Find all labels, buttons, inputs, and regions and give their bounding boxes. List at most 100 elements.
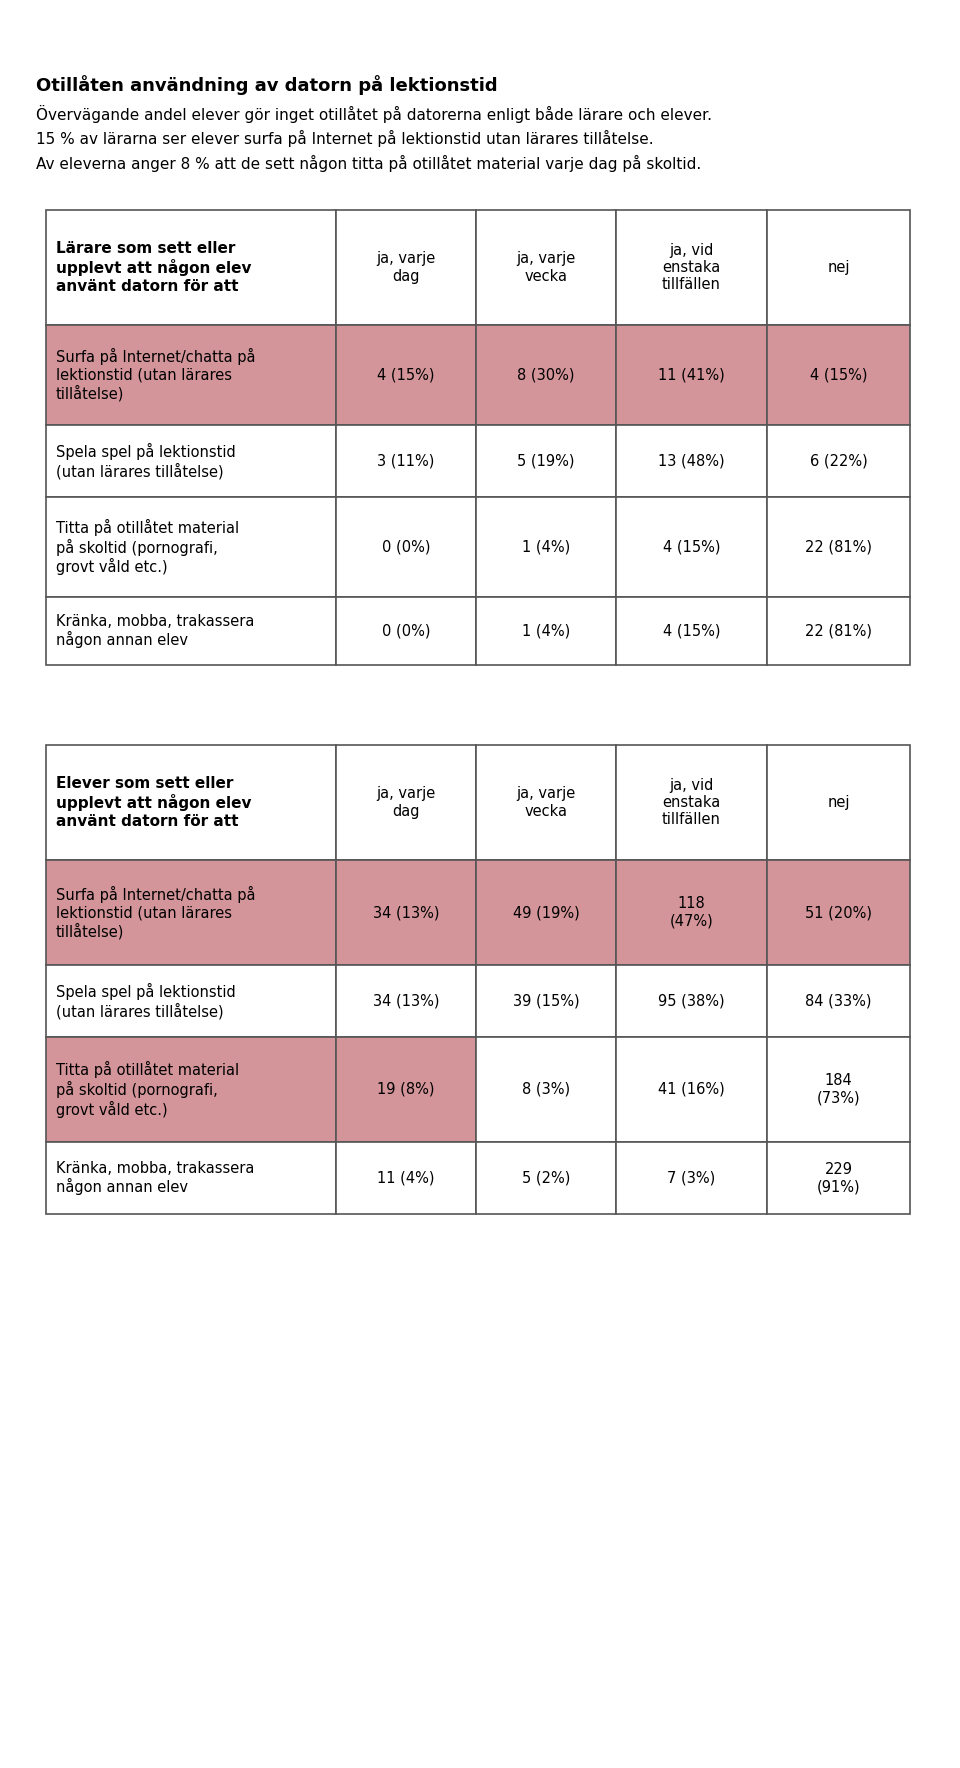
Text: Spela spel på lektionstid
(utan lärares tillåtelse): Spela spel på lektionstid (utan lärares … — [56, 983, 236, 1018]
Bar — [46, 424, 336, 497]
Bar — [46, 598, 336, 665]
Text: Surfa på Internet/chatta på
lektionstid (utan lärares
tillåtelse): Surfa på Internet/chatta på lektionstid … — [56, 348, 255, 401]
Bar — [616, 1038, 767, 1142]
Text: 5 (2%): 5 (2%) — [522, 1170, 570, 1186]
Bar — [616, 744, 767, 859]
Text: 15 % av lärarna ser elever surfa på Internet på lektionstid utan lärares tillåte: 15 % av lärarna ser elever surfa på Inte… — [36, 131, 654, 147]
Bar — [476, 1142, 616, 1215]
Bar — [616, 497, 767, 598]
Text: 5 (19%): 5 (19%) — [517, 454, 575, 469]
Text: 84 (33%): 84 (33%) — [805, 994, 872, 1008]
Bar — [336, 965, 476, 1038]
Bar — [336, 859, 476, 965]
Bar — [476, 598, 616, 665]
Text: ja, varje
dag: ja, varje dag — [376, 787, 436, 819]
Text: 39 (15%): 39 (15%) — [513, 994, 579, 1008]
Bar — [616, 325, 767, 424]
Text: 118
(47%): 118 (47%) — [670, 896, 713, 928]
Text: Titta på otillåtet material
på skoltid (pornografi,
grovt våld etc.): Titta på otillåtet material på skoltid (… — [56, 518, 239, 575]
Bar — [336, 1038, 476, 1142]
Text: 1 (4%): 1 (4%) — [522, 624, 570, 638]
Text: nej: nej — [828, 260, 850, 276]
Text: 7 (3%): 7 (3%) — [667, 1170, 715, 1186]
Bar — [476, 859, 616, 965]
Bar — [476, 325, 616, 424]
Text: 34 (13%): 34 (13%) — [372, 994, 440, 1008]
Bar — [46, 1038, 336, 1142]
Bar — [336, 598, 476, 665]
Bar — [616, 965, 767, 1038]
Bar — [616, 424, 767, 497]
Text: 22 (81%): 22 (81%) — [805, 624, 872, 638]
Text: 3 (11%): 3 (11%) — [377, 454, 435, 469]
Text: 8 (3%): 8 (3%) — [522, 1082, 570, 1096]
Bar — [476, 424, 616, 497]
Text: 184
(73%): 184 (73%) — [817, 1073, 860, 1105]
Bar — [767, 1038, 910, 1142]
Bar — [336, 210, 476, 325]
Bar — [46, 859, 336, 965]
Text: ja, varje
vecka: ja, varje vecka — [516, 787, 576, 819]
Text: 6 (22%): 6 (22%) — [809, 454, 868, 469]
Bar — [616, 598, 767, 665]
Bar — [476, 744, 616, 859]
Text: 51 (20%): 51 (20%) — [805, 905, 872, 919]
Bar — [336, 497, 476, 598]
Text: 0 (0%): 0 (0%) — [382, 624, 430, 638]
Bar — [476, 497, 616, 598]
Text: 229
(91%): 229 (91%) — [817, 1162, 860, 1193]
Text: 34 (13%): 34 (13%) — [372, 905, 440, 919]
Text: Av eleverna anger 8 % att de sett någon titta på otillåtet material varje dag på: Av eleverna anger 8 % att de sett någon … — [36, 156, 701, 171]
Bar — [767, 744, 910, 859]
Bar — [476, 965, 616, 1038]
Text: 11 (41%): 11 (41%) — [659, 368, 725, 382]
Bar — [767, 598, 910, 665]
Text: ja, vid
enstaka
tillfällen: ja, vid enstaka tillfällen — [662, 242, 721, 292]
Bar — [336, 325, 476, 424]
Bar — [767, 497, 910, 598]
Text: Spela spel på lektionstid
(utan lärares tillåtelse): Spela spel på lektionstid (utan lärares … — [56, 442, 236, 479]
Text: Övervägande andel elever gör inget otillåtet på datorerna enligt både lärare och: Övervägande andel elever gör inget otill… — [36, 104, 712, 124]
Bar — [336, 1142, 476, 1215]
Text: 4 (15%): 4 (15%) — [377, 368, 435, 382]
Text: 13 (48%): 13 (48%) — [659, 454, 725, 469]
Bar — [46, 1142, 336, 1215]
Text: 49 (19%): 49 (19%) — [513, 905, 580, 919]
Text: 4 (15%): 4 (15%) — [662, 539, 720, 555]
Bar — [616, 859, 767, 965]
Text: 22 (81%): 22 (81%) — [805, 539, 872, 555]
Text: 95 (38%): 95 (38%) — [659, 994, 725, 1008]
Bar — [46, 744, 336, 859]
Text: 1 (4%): 1 (4%) — [522, 539, 570, 555]
Text: ja, varje
dag: ja, varje dag — [376, 251, 436, 283]
Bar — [476, 1038, 616, 1142]
Bar — [767, 1142, 910, 1215]
Bar — [767, 859, 910, 965]
Text: 4 (15%): 4 (15%) — [662, 624, 720, 638]
Text: 11 (4%): 11 (4%) — [377, 1170, 435, 1186]
Text: 8 (30%): 8 (30%) — [517, 368, 575, 382]
Bar — [476, 210, 616, 325]
Bar — [767, 325, 910, 424]
Bar — [336, 744, 476, 859]
Text: ja, vid
enstaka
tillfällen: ja, vid enstaka tillfällen — [662, 778, 721, 827]
Bar — [46, 497, 336, 598]
Bar — [767, 965, 910, 1038]
Text: Otillåten användning av datorn på lektionstid: Otillåten användning av datorn på lektio… — [36, 74, 497, 95]
Text: nej: nej — [828, 796, 850, 810]
Bar — [767, 210, 910, 325]
Bar — [616, 210, 767, 325]
Text: Elever som sett eller
upplevt att någon elev
använt datorn för att: Elever som sett eller upplevt att någon … — [56, 776, 252, 829]
Bar — [767, 424, 910, 497]
Text: Lärare som sett eller
upplevt att någon elev
använt datorn för att: Lärare som sett eller upplevt att någon … — [56, 242, 252, 293]
Text: Kränka, mobba, trakassera
någon annan elev: Kränka, mobba, trakassera någon annan el… — [56, 1160, 254, 1195]
Text: 4 (15%): 4 (15%) — [809, 368, 867, 382]
Text: Surfa på Internet/chatta på
lektionstid (utan lärares
tillåtelse): Surfa på Internet/chatta på lektionstid … — [56, 886, 255, 939]
Bar — [46, 210, 336, 325]
Bar — [336, 424, 476, 497]
Bar — [616, 1142, 767, 1215]
Text: 41 (16%): 41 (16%) — [659, 1082, 725, 1096]
Bar — [46, 325, 336, 424]
Bar — [46, 965, 336, 1038]
Text: Titta på otillåtet material
på skoltid (pornografi,
grovt våld etc.): Titta på otillåtet material på skoltid (… — [56, 1061, 239, 1117]
